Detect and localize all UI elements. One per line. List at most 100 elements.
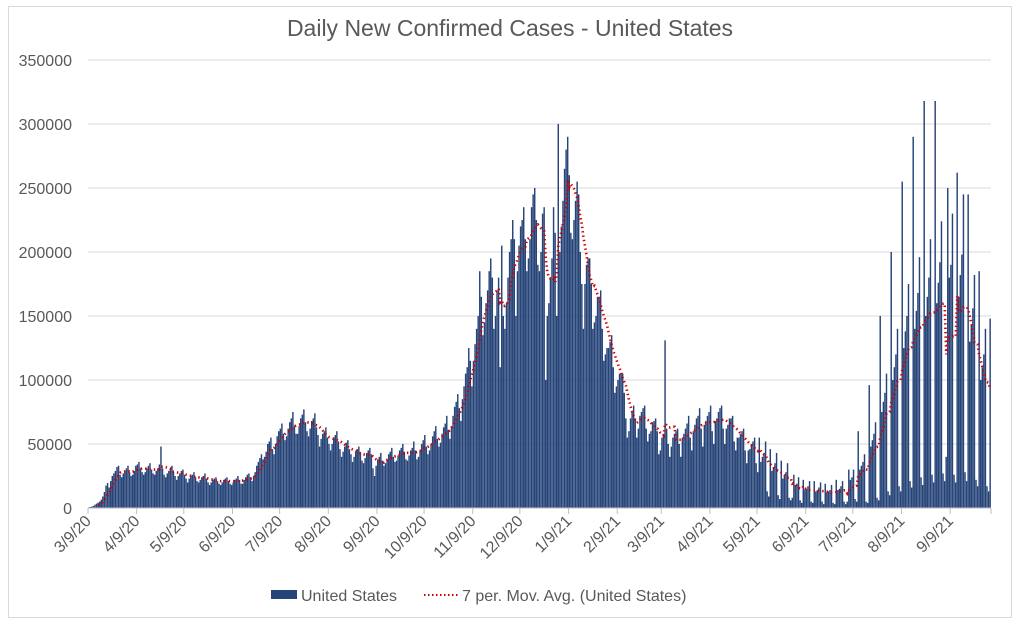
bar	[700, 428, 702, 508]
bar	[529, 239, 531, 508]
bar	[398, 450, 401, 508]
bar	[599, 290, 602, 508]
bar	[876, 497, 878, 508]
bar	[559, 252, 561, 508]
bar	[642, 408, 644, 508]
bar	[899, 491, 902, 508]
bar	[752, 441, 754, 508]
bar	[146, 468, 148, 508]
bar	[182, 469, 184, 508]
bar	[618, 373, 621, 508]
bar	[967, 194, 969, 508]
bar	[303, 409, 305, 508]
bar	[766, 491, 768, 508]
bar	[667, 444, 669, 508]
bar	[753, 437, 756, 508]
bar	[896, 328, 899, 508]
bar	[380, 452, 382, 508]
bar	[414, 450, 417, 508]
bar	[794, 484, 797, 508]
bar	[91, 506, 93, 508]
bar	[479, 271, 481, 508]
bar	[370, 454, 373, 508]
bar	[468, 348, 470, 508]
bar	[120, 477, 123, 508]
bar	[681, 437, 684, 508]
bar	[609, 341, 611, 508]
bar	[427, 454, 429, 508]
bar	[274, 444, 277, 508]
bar	[623, 392, 625, 508]
bar	[251, 481, 253, 508]
bar	[216, 481, 219, 508]
bar	[720, 405, 723, 508]
bar	[262, 459, 264, 508]
bar	[822, 504, 825, 508]
bar	[188, 478, 190, 508]
bar	[526, 271, 528, 508]
bar	[155, 470, 157, 508]
bar	[405, 459, 407, 508]
bar	[885, 373, 888, 508]
bar	[538, 271, 541, 508]
bar	[157, 468, 159, 508]
bar	[413, 441, 415, 508]
x-tick-label: 3/9/20	[51, 513, 95, 557]
bar	[361, 460, 363, 508]
bar	[826, 492, 828, 508]
bar	[950, 264, 952, 508]
bar	[926, 296, 929, 508]
bar	[161, 468, 164, 508]
bar	[227, 481, 230, 508]
bar	[606, 348, 608, 508]
bar	[659, 450, 662, 508]
bar	[122, 473, 124, 508]
bar	[906, 316, 908, 508]
bar	[959, 275, 962, 508]
bar	[351, 461, 354, 508]
bar	[532, 194, 534, 508]
bar	[703, 424, 706, 508]
bar	[920, 477, 922, 508]
bar	[422, 440, 424, 508]
bar	[778, 499, 781, 508]
bar	[171, 465, 173, 508]
bar	[705, 420, 707, 508]
bar	[191, 474, 194, 508]
bar	[665, 428, 668, 508]
bar	[865, 501, 867, 508]
bar	[235, 478, 238, 508]
bar	[827, 491, 830, 508]
bar	[934, 100, 936, 509]
bar	[972, 308, 974, 508]
bar	[245, 477, 247, 508]
bar	[907, 284, 910, 508]
bar	[450, 426, 453, 508]
bar	[389, 451, 391, 508]
bar	[133, 470, 135, 508]
bar	[687, 415, 690, 508]
bar	[172, 472, 175, 508]
bar	[903, 348, 905, 508]
bar	[128, 472, 131, 508]
bar	[562, 200, 564, 509]
bar	[472, 360, 475, 508]
bar	[840, 486, 842, 508]
bar	[309, 428, 311, 508]
x-tick-label: 5/9/21	[720, 513, 764, 557]
bar	[540, 252, 542, 508]
bar	[769, 449, 772, 508]
bar	[945, 456, 947, 508]
bar	[904, 331, 907, 508]
bar	[535, 220, 538, 508]
x-tick-label: 8/9/20	[292, 513, 336, 557]
bar	[782, 478, 784, 508]
bar	[832, 502, 834, 508]
bar	[282, 433, 285, 508]
bar	[254, 472, 256, 508]
y-tick-label: 350000	[19, 53, 72, 70]
bar	[383, 465, 385, 508]
bar	[169, 468, 172, 508]
bar	[153, 474, 156, 508]
bar	[871, 440, 874, 508]
